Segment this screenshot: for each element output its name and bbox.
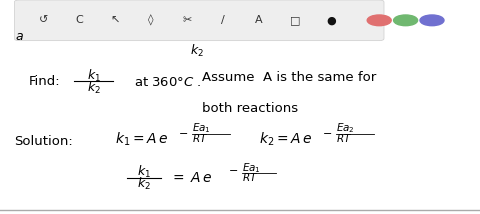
Text: $-$: $-$ [322,127,332,137]
FancyBboxPatch shape [14,0,384,41]
Text: $k_2$: $k_2$ [137,176,151,192]
Text: $k_1 = A\,e$: $k_1 = A\,e$ [115,130,168,148]
Circle shape [394,15,418,26]
Text: $k_1$: $k_1$ [137,164,151,180]
Text: ↺: ↺ [38,15,48,25]
Text: Find:: Find: [29,75,60,88]
Text: $Ea_2$: $Ea_2$ [336,122,355,135]
Text: ◊: ◊ [148,15,154,26]
Text: a: a [15,30,23,43]
Text: $-$: $-$ [228,164,238,174]
Text: ●: ● [326,15,336,25]
Text: Assume  A is the same for: Assume A is the same for [202,71,376,84]
Text: $k_1$: $k_1$ [86,68,101,84]
Text: $RT$: $RT$ [192,132,208,144]
Text: Solution:: Solution: [14,135,73,148]
Text: at $360\degree C$ .: at $360\degree C$ . [134,76,202,89]
Circle shape [367,15,391,26]
Text: $Ea_1$: $Ea_1$ [242,161,261,175]
Text: $RT$: $RT$ [336,132,352,144]
Text: $k_2 = A\,e$: $k_2 = A\,e$ [259,130,312,148]
Text: □: □ [290,15,300,25]
Text: $Ea_1$: $Ea_1$ [192,122,211,135]
Text: /: / [221,15,225,25]
Text: C: C [75,15,83,25]
Text: ↖: ↖ [110,15,120,25]
Text: $=\;A\,e$: $=\;A\,e$ [170,171,213,185]
Text: $k_2$: $k_2$ [190,43,204,59]
Circle shape [420,15,444,26]
Text: $RT$: $RT$ [242,171,259,183]
Text: A: A [255,15,263,25]
Text: ✂: ✂ [182,15,192,25]
Text: $k_2$: $k_2$ [87,80,100,96]
Text: $-$: $-$ [178,127,188,137]
Text: both reactions: both reactions [202,102,298,114]
